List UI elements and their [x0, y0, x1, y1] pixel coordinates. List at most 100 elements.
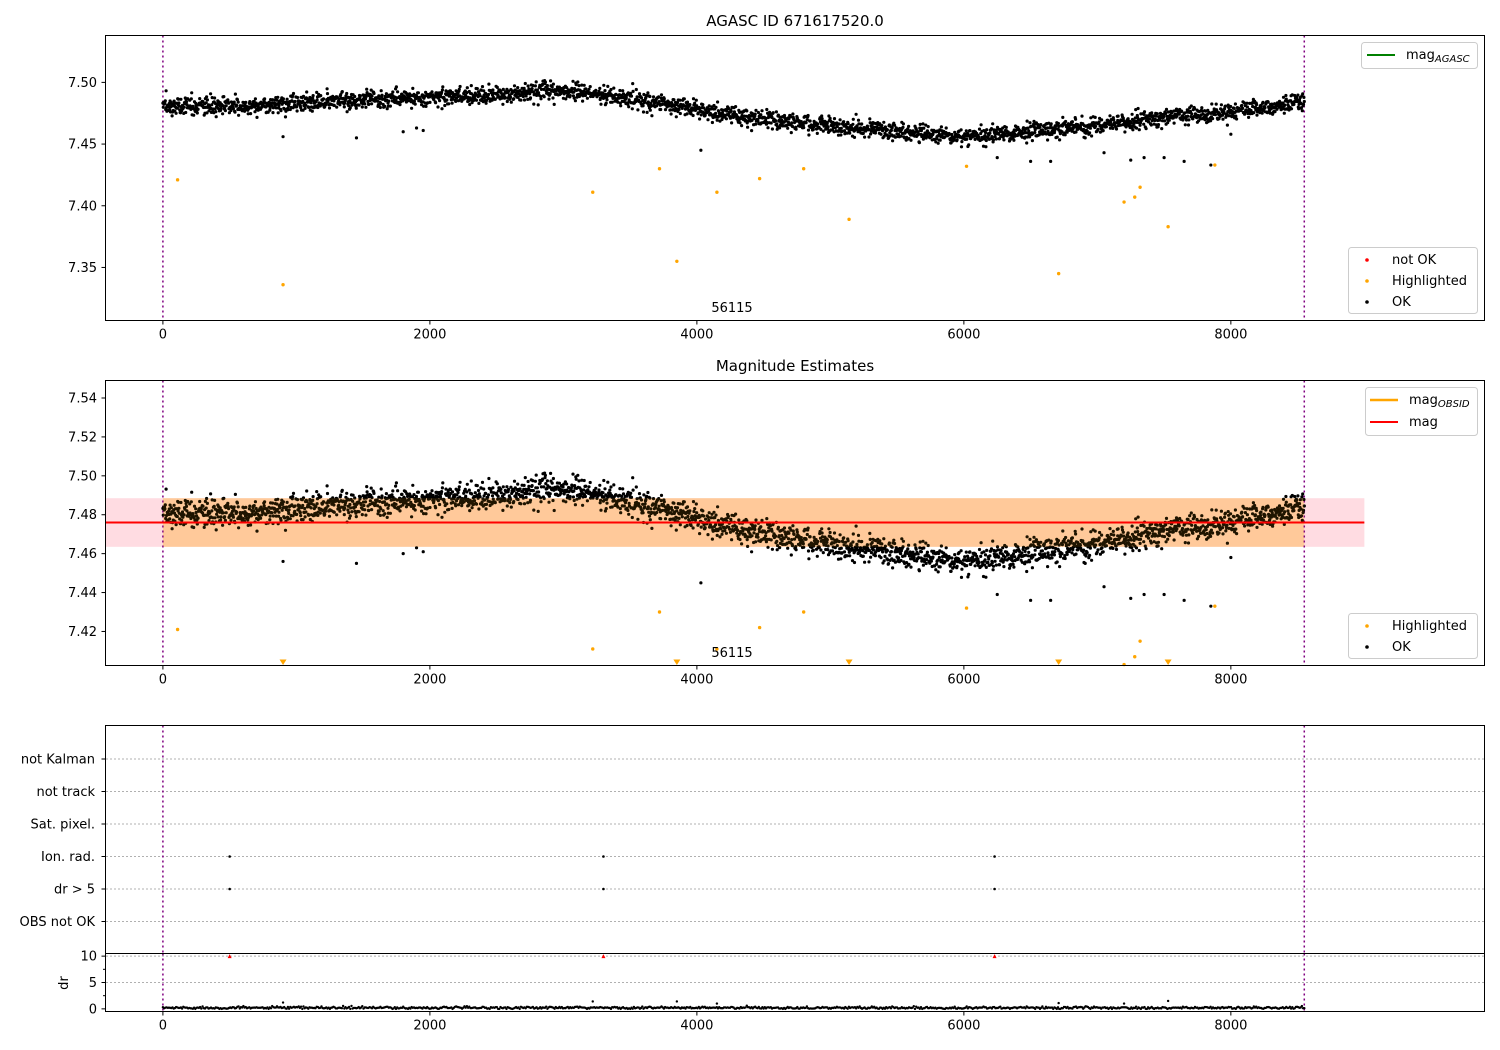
ok-point	[378, 97, 382, 101]
ok-point	[1101, 129, 1105, 133]
ok-point	[345, 491, 349, 495]
ok-point	[879, 132, 883, 136]
ok-point	[353, 94, 357, 99]
ok-point	[338, 509, 342, 513]
ok-point	[832, 117, 837, 121]
ok-point	[885, 128, 890, 132]
ok-point	[605, 98, 609, 102]
ok-point	[537, 490, 541, 494]
ok-point	[512, 97, 516, 101]
ok-point	[416, 490, 420, 494]
ok-point	[422, 104, 426, 108]
ok-point	[351, 493, 355, 497]
ok-point	[516, 482, 520, 486]
ok-point	[1186, 114, 1190, 118]
ok-point	[551, 476, 556, 481]
ok-point	[815, 554, 819, 558]
ok-point	[950, 556, 954, 560]
ok-point	[434, 101, 438, 105]
panel-1-legend-bottom: not OK Highlighted OK	[1348, 247, 1478, 314]
ok-point	[378, 513, 382, 518]
ok-point	[734, 105, 738, 109]
ok-point	[325, 484, 329, 488]
highlighted-point	[591, 190, 595, 194]
ok-point	[310, 109, 314, 113]
ok-point	[348, 106, 352, 110]
ok-point	[574, 477, 578, 481]
ok-point	[634, 485, 638, 489]
ok-point	[907, 124, 911, 128]
ok-point	[241, 517, 245, 521]
ok-point	[764, 116, 768, 120]
ok-point	[458, 480, 462, 484]
ok-point	[938, 565, 942, 569]
ok-point	[736, 115, 740, 119]
ok-point	[365, 485, 369, 489]
ok-point	[1183, 123, 1187, 127]
ok-point	[1266, 100, 1270, 104]
ok-point	[959, 145, 964, 149]
ok-point	[213, 96, 217, 100]
ok-point	[469, 479, 473, 483]
ok-point	[400, 492, 404, 496]
ok-point	[678, 98, 682, 102]
ok-point	[1121, 116, 1125, 120]
ok-point	[955, 138, 959, 142]
ok-point	[376, 504, 380, 508]
ok-point	[469, 84, 473, 88]
ok-point	[311, 495, 315, 499]
ok-point	[235, 98, 239, 102]
ok-point	[609, 87, 613, 92]
ok-point	[701, 103, 705, 107]
ok-point	[1040, 128, 1044, 132]
ok-point	[901, 122, 906, 126]
ok-point	[557, 481, 562, 485]
ok-point	[868, 121, 872, 125]
ok-point	[1201, 112, 1205, 116]
ok-point	[599, 102, 603, 106]
ok-point	[1290, 93, 1294, 97]
ok-point	[548, 492, 552, 496]
ok-point	[564, 97, 568, 101]
ok-point	[235, 103, 239, 107]
ok-point	[331, 496, 335, 500]
ok-point	[487, 82, 491, 86]
ok-point	[474, 98, 479, 102]
ok-point	[385, 515, 389, 520]
ok-point	[675, 101, 680, 105]
ok-point	[549, 471, 553, 475]
ok-point	[646, 91, 650, 95]
ok-point	[577, 84, 581, 88]
ok-point	[565, 86, 569, 90]
ok-point	[1080, 114, 1084, 118]
ok-point	[315, 98, 319, 102]
ok-point	[532, 102, 536, 106]
ok-point	[268, 518, 272, 522]
ok-point	[526, 97, 530, 101]
ok-point	[598, 86, 602, 90]
ok-point	[587, 485, 591, 489]
ok-point	[184, 100, 189, 104]
ok-point	[873, 131, 878, 135]
ok-point	[715, 118, 719, 122]
ok-point	[343, 506, 347, 510]
ok-point	[1200, 106, 1204, 110]
ok-point	[204, 506, 208, 510]
ok-point	[614, 92, 618, 96]
ok-point	[750, 129, 754, 133]
ok-point	[819, 127, 823, 131]
ok-point	[1235, 117, 1239, 121]
ok-point	[981, 144, 986, 148]
ok-point	[1289, 107, 1294, 111]
ok-point	[1200, 109, 1204, 113]
ok-point	[574, 83, 578, 87]
ok-point	[839, 546, 843, 550]
ok-point	[293, 504, 297, 508]
ok-point	[354, 136, 359, 140]
ok-point	[1136, 106, 1140, 111]
ok-point	[985, 128, 989, 132]
ok-point	[629, 91, 633, 95]
ok-point	[335, 513, 339, 517]
ok-point	[1033, 130, 1037, 135]
ok-point	[321, 97, 326, 101]
